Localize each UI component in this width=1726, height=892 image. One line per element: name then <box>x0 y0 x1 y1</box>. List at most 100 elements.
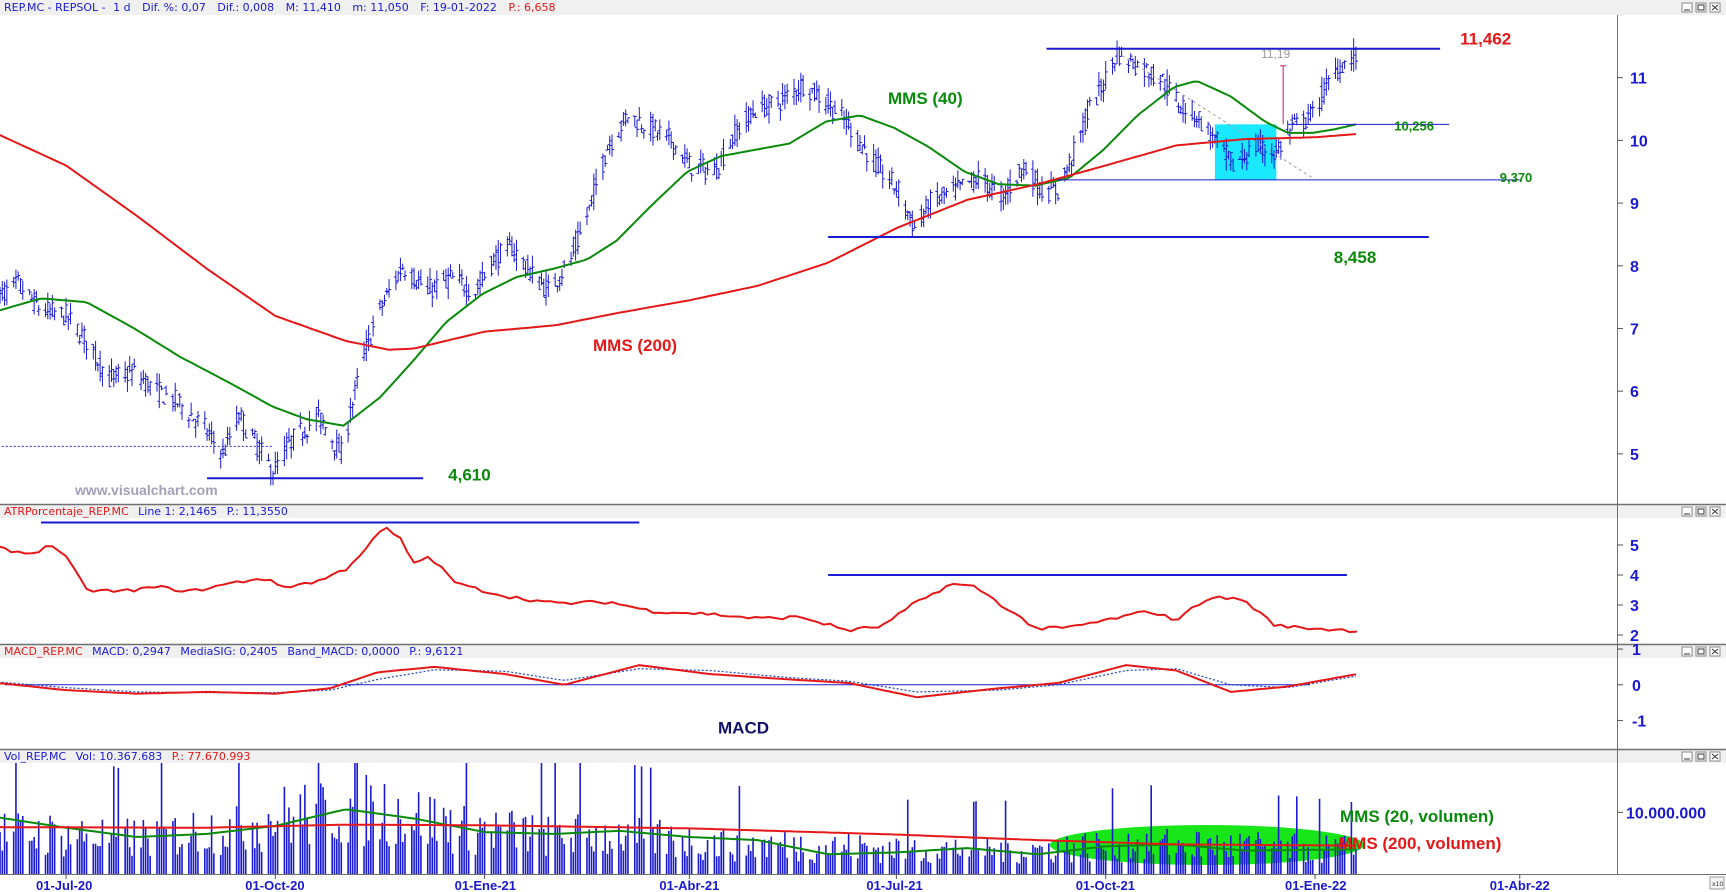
price-bar <box>623 109 628 127</box>
macd-minimize-button[interactable] <box>1681 646 1693 657</box>
price-bar <box>1292 113 1297 121</box>
price-bar <box>896 179 901 207</box>
price-bar <box>0 281 5 301</box>
price-bar <box>298 412 303 430</box>
price-bar <box>446 267 451 300</box>
price-bar <box>305 434 310 444</box>
price-bar <box>653 119 658 132</box>
price-bar <box>218 449 223 469</box>
price-bar <box>430 282 435 308</box>
price-bar <box>159 385 164 391</box>
price-bar <box>894 181 899 198</box>
macd-pane: MACD <box>0 664 1357 738</box>
price-bar <box>109 358 114 383</box>
axis-scale-button[interactable]: x10 <box>1709 876 1725 890</box>
price-bar <box>944 187 949 198</box>
price-bar <box>801 75 806 97</box>
price-bar <box>951 175 956 192</box>
atr-minimize-button[interactable] <box>1681 506 1693 517</box>
price-minimize-button[interactable] <box>1681 2 1693 13</box>
price-bar <box>257 439 262 465</box>
price-bar <box>148 381 153 396</box>
price-bar <box>393 270 398 291</box>
target-label: 11,19 <box>1261 47 1290 61</box>
price-bar <box>673 145 678 155</box>
price-bar <box>1160 73 1165 78</box>
price-bar <box>1208 125 1213 150</box>
price-bar <box>302 426 307 440</box>
price-bar <box>844 108 849 135</box>
svg-text:x10: x10 <box>1712 881 1723 888</box>
volume-restore-button[interactable] <box>1695 751 1707 762</box>
price-restore-button[interactable] <box>1695 2 1707 13</box>
price-bar <box>1035 168 1040 206</box>
price-bar <box>371 315 376 337</box>
price-bar <box>91 343 96 360</box>
atr-restore-button[interactable] <box>1695 506 1707 517</box>
price-bar <box>211 430 216 454</box>
price-bar <box>1096 71 1101 97</box>
price-bar <box>650 113 655 146</box>
price-bar <box>141 369 146 384</box>
volume-close-button[interactable] <box>1709 751 1721 762</box>
price-bar <box>505 236 510 257</box>
mms40-annotation: MMS (40) <box>888 89 963 108</box>
price-bar <box>942 186 947 205</box>
mms-200-line <box>0 133 1357 351</box>
price-pane-header: REP.MC - REPSOL - 1 d Dif. %: 0,07 Dif.:… <box>0 0 1726 15</box>
volume-header-name: Vol_REP.MC <box>4 750 66 763</box>
volume-pane-header: Vol_REP.MC Vol: 10.367.683 P.: 77.670.99… <box>0 750 1726 763</box>
price-bar <box>716 168 721 180</box>
volume-minimize-button[interactable] <box>1681 751 1693 762</box>
price-bar <box>286 427 291 443</box>
price-bar <box>912 221 917 230</box>
price-bar <box>1247 139 1252 158</box>
price-bar <box>1244 152 1249 171</box>
price-bar <box>145 376 150 393</box>
price-bar <box>732 114 737 146</box>
price-bars <box>0 38 1358 486</box>
price-bar <box>1228 152 1233 171</box>
price-bar <box>189 402 194 417</box>
atr-close-button[interactable] <box>1709 506 1721 517</box>
atr-pane <box>0 521 1357 633</box>
price-bar <box>493 245 498 271</box>
price-bar <box>1192 110 1197 128</box>
price-bar <box>1196 111 1201 129</box>
price-bar <box>1130 58 1135 70</box>
price-bar <box>1008 169 1013 203</box>
price-bar <box>241 411 246 442</box>
price-bar <box>764 98 769 116</box>
price-bar <box>792 78 797 106</box>
price-bar <box>1231 158 1236 172</box>
price-bar <box>641 128 646 139</box>
price-bar <box>769 95 774 109</box>
price-bar <box>114 365 119 384</box>
price-bar <box>1144 62 1149 69</box>
price-bar <box>935 182 940 208</box>
price-bar <box>59 306 64 318</box>
price-close-button[interactable] <box>1709 2 1721 13</box>
price-bar <box>84 340 89 360</box>
price-bar <box>780 83 785 106</box>
x-tick-01-jul-20: 01-Jul-20 <box>36 878 92 892</box>
price-bar <box>999 181 1004 212</box>
price-bar <box>384 288 389 295</box>
price-bar <box>703 166 708 185</box>
price-bar <box>205 428 210 441</box>
price-bar <box>546 274 551 298</box>
price-bar <box>34 290 39 303</box>
price-bar <box>498 242 503 264</box>
price-bar <box>537 276 542 291</box>
macd-restore-button[interactable] <box>1695 646 1707 657</box>
price-bar <box>75 323 80 337</box>
price-bar <box>193 418 198 438</box>
price-bar <box>350 401 355 418</box>
atr-y-tick-5: 5 <box>1630 538 1639 555</box>
price-bar <box>539 272 544 286</box>
price-bar <box>77 334 82 345</box>
atr-line <box>0 526 1357 633</box>
macd-close-button[interactable] <box>1709 646 1721 657</box>
price-bar <box>1067 153 1072 173</box>
